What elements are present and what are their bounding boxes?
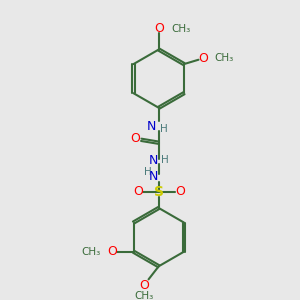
Text: O: O [133,185,143,199]
Text: O: O [139,279,149,292]
Text: O: O [175,185,185,199]
Text: H: H [160,124,168,134]
Text: H: H [144,167,152,177]
Text: CH₃: CH₃ [172,23,191,34]
Text: O: O [199,52,208,65]
Text: O: O [107,245,117,258]
Text: N: N [147,120,156,133]
Text: O: O [154,22,164,35]
Text: H: H [161,155,169,165]
Text: S: S [154,185,164,199]
Text: O: O [130,133,140,146]
Text: CH₃: CH₃ [82,247,101,257]
Text: N: N [149,170,158,183]
Text: N: N [149,154,158,167]
Text: CH₃: CH₃ [214,53,234,63]
Text: CH₃: CH₃ [134,291,154,300]
